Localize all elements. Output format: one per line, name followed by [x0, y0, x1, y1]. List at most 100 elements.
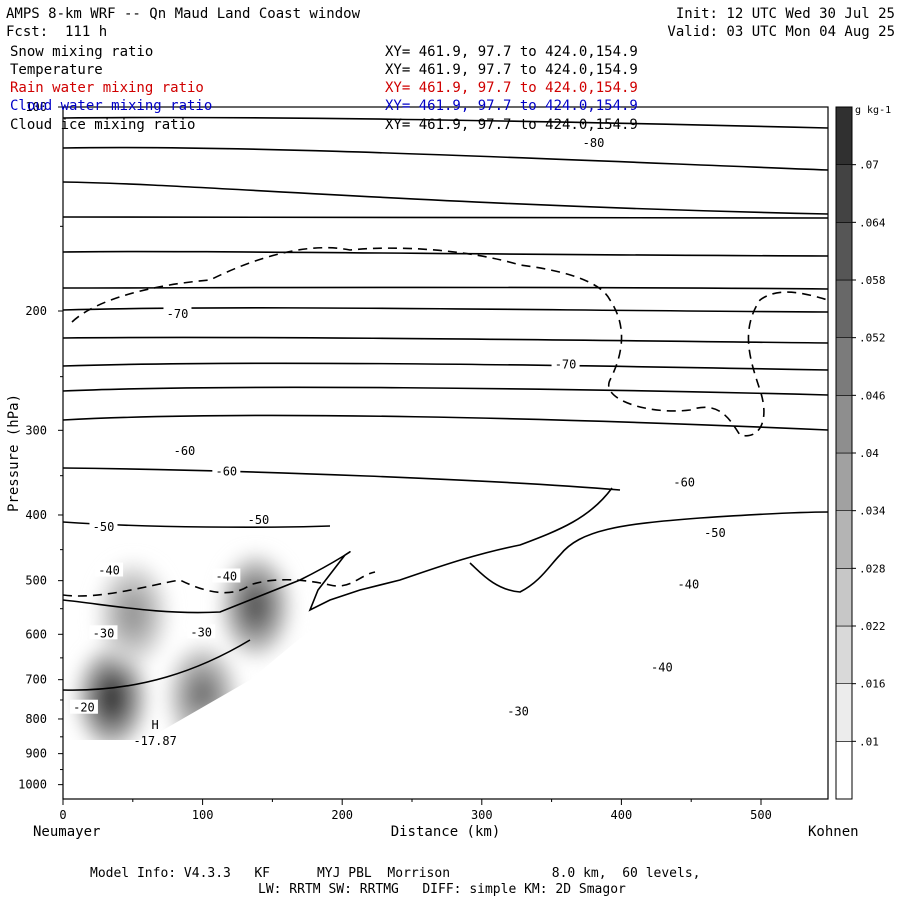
colorbar-swatch: [835, 222, 853, 281]
precip-blob: [244, 589, 268, 623]
x-tick-label: 300: [471, 808, 493, 822]
precip-blob: [121, 597, 145, 631]
cloud-boundary-contours: [63, 487, 828, 614]
temperature-contours: [63, 116, 828, 691]
colorbar-label: .058: [859, 274, 886, 287]
colorbar-label: .022: [859, 620, 886, 633]
contour-label-bg: [69, 699, 98, 714]
legend-xy-cloud-water: XY= 461.9, 97.7 to 424.0,154.9: [385, 98, 638, 114]
isotherm-line: [63, 307, 828, 313]
forecast-hour: Fcst: 111 h: [6, 24, 108, 40]
colorbar-label: .064: [859, 216, 886, 229]
colorbar-label: .046: [859, 389, 886, 402]
y-tick-label: 200: [25, 304, 47, 318]
isotherm-line: [63, 286, 828, 290]
contour-label: -40: [651, 661, 673, 675]
contour-label: -60: [174, 444, 196, 458]
colorbar-swatch: [835, 337, 853, 396]
colorbar-label: .04: [859, 447, 879, 460]
y-tick-label: 400: [25, 508, 47, 522]
footer-physics-info: LW: RRTM SW: RRTMG DIFF: simple KM: 2D S…: [258, 882, 626, 897]
contour-label: -30: [190, 625, 212, 639]
legend-xy-rain: XY= 461.9, 97.7 to 424.0,154.9: [385, 80, 638, 96]
colorbar-swatch: [835, 741, 853, 800]
init-time: Init: 12 UTC Wed 30 Jul 25: [675, 6, 895, 22]
x-tick-label: 100: [192, 808, 214, 822]
terrain-mask: [63, 513, 828, 799]
x-tick-label: 400: [611, 808, 633, 822]
y-tick-label: 1000: [18, 778, 47, 792]
y-tick-label: 500: [25, 574, 47, 588]
contour-label-bg: [647, 659, 676, 674]
colorbar-unit: g kg-1: [855, 105, 891, 116]
x-tick-label: 0: [59, 808, 66, 822]
contour-label: -40: [215, 570, 237, 584]
contour-label-bg: [579, 134, 608, 149]
contour-label-bg: [170, 443, 199, 458]
colorbar-swatch: [835, 164, 853, 223]
isotherm-line: [63, 362, 828, 371]
y-tick-label: 900: [25, 747, 47, 761]
precip-blob: [100, 681, 124, 715]
legend-xy-temperature: XY= 461.9, 97.7 to 424.0,154.9: [385, 62, 638, 78]
isotherm-line: [63, 181, 828, 215]
x-axis-title: Distance (km): [391, 824, 501, 840]
colorbar-swatch: [835, 395, 853, 454]
y-tick-label: 100: [25, 100, 47, 114]
x-tick-label: 500: [750, 808, 772, 822]
mixing-ratio-contours: [63, 246, 828, 597]
colorbar-swatch: [835, 568, 853, 627]
colorbar-swatch: [835, 279, 853, 338]
plot-frame: [62, 106, 829, 800]
isotherm-line: [63, 146, 828, 171]
contour-label: -80: [583, 136, 605, 150]
legend-xy-cloud-ice: XY= 461.9, 97.7 to 424.0,154.9: [385, 117, 638, 133]
contour-label: -70: [167, 307, 189, 321]
isotherm-line: [63, 414, 828, 431]
contour-label: -70: [555, 358, 577, 372]
colorbar-swatch: [835, 452, 853, 511]
contour-label-bg: [95, 562, 124, 577]
isotherm-line: [63, 386, 828, 396]
contour-label: -50: [248, 513, 270, 527]
cloud-boundary: [469, 511, 828, 593]
contour-label: -50: [93, 520, 115, 534]
isotherm-line: [63, 216, 828, 219]
contour-label-bg: [674, 576, 703, 591]
y-tick-label: 300: [25, 423, 47, 437]
footer-model-info: Model Info: V4.3.3 KF MYJ PBL Morrison 8…: [90, 866, 701, 881]
chart-title: AMPS 8-km WRF -- Qn Maud Land Coast wind…: [6, 6, 361, 22]
contour-label-bg: [700, 524, 729, 539]
y-axis-title: Pressure (hPa): [6, 394, 22, 512]
colorbar-swatch: [835, 625, 853, 684]
cloud-boundary: [63, 487, 613, 614]
isotherm-line: [63, 467, 621, 491]
isotherm-line: [63, 116, 828, 129]
contour-label-bg: [212, 568, 241, 583]
y-tick-label: 800: [25, 712, 47, 726]
contour-label: -30: [507, 705, 529, 719]
contour-label-bg: [163, 305, 192, 320]
colorbar-swatch: [835, 683, 853, 742]
contour-label: -60: [215, 464, 237, 478]
contour-label-bg: [89, 625, 118, 640]
isotherm-line: [63, 639, 251, 691]
contour-label: -30: [93, 626, 115, 640]
colorbar-label: .028: [859, 562, 886, 575]
colorbar-label: .034: [859, 505, 886, 518]
y-tick-label: 600: [25, 627, 47, 641]
contour-label-bg: [244, 512, 273, 527]
contour-label-bg: [670, 474, 699, 489]
dashed-contour: [71, 246, 828, 437]
contour-label: -40: [98, 563, 120, 577]
contour-label-bg: [89, 519, 118, 534]
extremum-marker: H: [152, 718, 159, 732]
isotherm-line: [63, 336, 828, 344]
legend-label-cloud-water: Cloud water mixing ratio: [10, 98, 213, 114]
extremum-value: -17.87: [133, 734, 176, 748]
valid-time: Valid: 03 UTC Mon 04 Aug 25: [667, 24, 895, 40]
colorbar-swatch: [835, 106, 853, 165]
x-left-station-label: Neumayer: [33, 824, 100, 840]
legend-label-cloud-ice: Cloud ice mixing ratio: [10, 117, 196, 133]
